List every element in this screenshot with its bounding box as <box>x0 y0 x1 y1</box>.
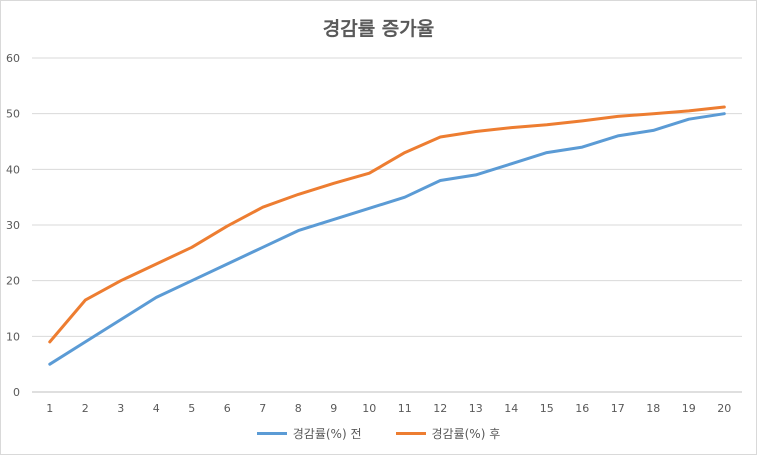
y-tick-label: 50 <box>6 108 20 121</box>
x-tick-label: 1 <box>46 402 53 415</box>
x-tick-label: 9 <box>330 402 337 415</box>
x-tick-label: 4 <box>153 402 160 415</box>
y-tick-label: 0 <box>13 386 20 399</box>
series-line-before <box>48 112 726 366</box>
x-tick-label: 11 <box>398 402 412 415</box>
x-tick-label: 7 <box>259 402 266 415</box>
x-tick-label: 15 <box>540 402 554 415</box>
legend-label-before: 경감률(%) 전 <box>292 427 362 441</box>
x-tick-label: 14 <box>504 402 518 415</box>
x-tick-label: 5 <box>188 402 195 415</box>
y-tick-label: 10 <box>6 330 20 343</box>
chart-title: 경감률 증가율 <box>322 18 435 40</box>
y-tick-label: 60 <box>6 52 20 65</box>
legend-swatch-before <box>256 432 287 435</box>
x-tick-label: 2 <box>82 402 89 415</box>
y-tick-label: 30 <box>6 219 20 232</box>
x-tick-label: 10 <box>362 402 376 415</box>
legend-swatch-after <box>395 432 426 435</box>
y-tick-label: 20 <box>6 275 20 288</box>
legend-item-after: 경감률(%) 후 <box>395 425 501 442</box>
legend-item-before: 경감률(%) 전 <box>256 425 362 442</box>
x-tick-label: 3 <box>117 402 124 415</box>
legend: 경감률(%) 전 경감률(%) 후 <box>0 425 757 442</box>
x-tick-label: 19 <box>682 402 696 415</box>
legend-label-after: 경감률(%) 후 <box>431 427 501 441</box>
series-line-after <box>48 105 726 344</box>
x-tick-label: 8 <box>295 402 302 415</box>
x-tick-label: 6 <box>224 402 231 415</box>
x-tick-label: 17 <box>611 402 625 415</box>
x-tick-label: 20 <box>717 402 731 415</box>
x-tick-label: 13 <box>469 402 483 415</box>
y-tick-label: 40 <box>6 163 20 176</box>
x-tick-label: 12 <box>433 402 447 415</box>
x-tick-label: 16 <box>575 402 589 415</box>
x-tick-label: 18 <box>646 402 660 415</box>
